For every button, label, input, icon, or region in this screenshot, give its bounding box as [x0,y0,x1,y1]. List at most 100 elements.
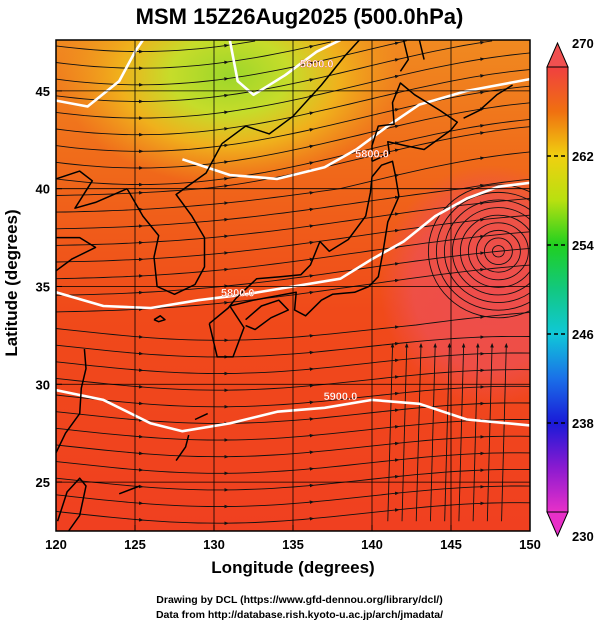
streamline [141,176,229,186]
streamline [482,335,530,338]
streamline [482,151,530,159]
cold-pool [60,40,400,185]
streamline [482,502,530,504]
streamline [141,93,229,102]
vortex-ring [467,222,529,281]
streamline [226,383,315,391]
streamline [56,510,144,522]
streamline [56,161,144,170]
streamline [141,160,229,169]
streamline [311,195,400,210]
streamline [397,368,485,378]
x-tick-label: 120 [45,537,67,552]
streamline [56,290,144,296]
streamline [501,342,509,522]
streamline [226,417,315,424]
streamline [141,502,229,509]
height-contour-line [56,181,530,310]
streamline [226,367,315,374]
streamline [311,141,400,164]
streamline [141,469,229,476]
streamline [311,74,400,97]
streamline [397,40,485,60]
streamline [311,41,400,64]
vortex-ring [475,229,521,273]
streamline [311,58,400,80]
coastline [245,299,290,331]
coastline [56,236,97,272]
streamline [56,95,144,104]
streamline [482,118,530,126]
streamline [311,425,400,436]
streamline [482,198,530,204]
streamline [141,234,229,244]
streamline [311,508,400,520]
vortex-ring [491,245,505,258]
streamline [56,307,144,313]
contour-label-text: 5900.0 [324,391,358,403]
streamline [397,501,485,511]
streamline [397,124,485,144]
streamline [141,77,229,86]
streamline [141,336,229,343]
streamline [226,94,315,113]
streamline [397,451,485,461]
colorbar-bottom-arrow [546,511,569,538]
streamline [141,110,229,119]
streamline [397,218,485,231]
streamline [226,144,315,163]
streamline [311,341,400,353]
streamline [226,274,315,287]
vortex-ring [483,237,513,266]
x-axis-label: Longitude (degrees) [211,558,375,577]
streamline [482,178,530,186]
coastline [126,143,223,296]
streamline [472,342,480,522]
streamline [141,184,229,194]
streamline [141,403,229,409]
streamline [397,40,407,44]
streamline [482,419,530,421]
coastline [399,40,410,72]
streamline [141,436,229,442]
streamline [56,477,144,489]
streamline [401,342,409,522]
height-contour-line [228,40,341,97]
streamline [311,408,400,420]
contour-label-text: 5800.0 [221,287,255,299]
streamline [56,274,144,280]
streamline [311,91,400,114]
y-tick-label: 35 [36,279,50,294]
coastline [175,434,190,462]
streamline [397,201,485,215]
streamline [397,335,485,344]
coastline [371,82,459,162]
streamline [56,461,144,472]
streamline [226,400,315,408]
streamline [56,207,144,213]
y-tick-label: 25 [36,475,50,490]
vortex-ring [443,199,530,304]
streamline [56,411,144,422]
streamline [226,207,315,220]
vortex-ring [451,207,530,296]
field-layer [56,40,530,531]
streamline [482,69,530,77]
streamline [482,40,493,43]
y-axis-ticks: 25 30 35 40 45 [36,84,62,490]
coastline [208,160,400,358]
height-contour-line [56,40,144,108]
streamline [482,369,530,371]
streamline [397,234,485,248]
streamline [311,441,400,453]
streamline [56,178,144,187]
y-tick-label: 30 [36,377,50,392]
streamline [444,342,452,522]
streamline [311,491,400,503]
streamline [482,435,530,438]
streamline [226,240,315,254]
coastline [194,412,209,421]
streamline [397,156,485,176]
grid-lines [56,40,530,531]
